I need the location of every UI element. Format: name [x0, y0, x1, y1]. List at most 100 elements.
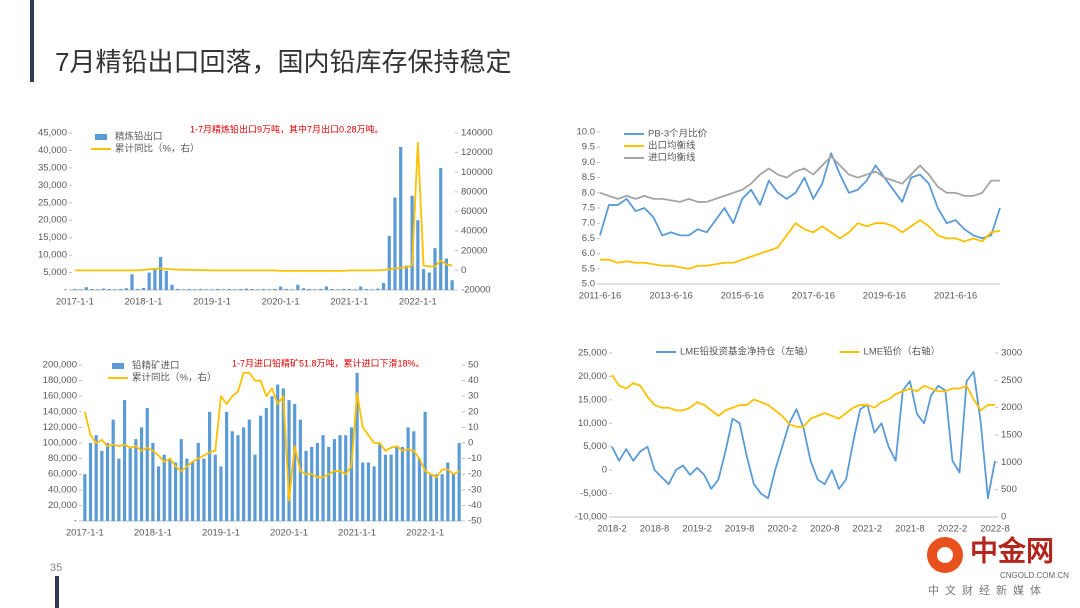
line	[599, 155, 1000, 203]
y2-tick-label: 80000	[461, 186, 487, 197]
bar	[199, 288, 203, 290]
y-tick-label: 80,000	[48, 453, 77, 464]
bar	[417, 458, 422, 521]
y2-tick-label: 0	[461, 265, 466, 276]
bar	[281, 388, 285, 521]
bar	[213, 454, 217, 521]
bar	[145, 407, 149, 521]
y-tick-label: 8.5	[582, 172, 595, 183]
x-tick-label: 2019-6-16	[863, 291, 906, 302]
y-tick-label: 20,000	[578, 371, 607, 382]
logo-url: CNGOLD.COM.CN	[1000, 571, 1069, 580]
bar	[230, 431, 234, 521]
bar	[376, 288, 380, 290]
bar	[151, 443, 155, 521]
y2-tick-label: 2000	[1001, 402, 1022, 413]
bar	[202, 458, 206, 521]
y2-tick-label: 100000	[461, 167, 493, 178]
y-tick-label: 200,000	[43, 360, 77, 371]
x-tick-label: 2021-8	[895, 524, 925, 535]
bar	[242, 427, 246, 521]
y-tick-label: 160,000	[43, 391, 77, 402]
y2-tick-label: -20000	[461, 285, 491, 296]
x-tick-label: 2022-1-1	[406, 528, 444, 539]
x-tick-label: 2020-1-1	[262, 297, 300, 308]
line	[74, 141, 453, 272]
x-tick-label: 2011-6-16	[579, 291, 622, 302]
bar	[410, 195, 414, 290]
bar	[359, 286, 363, 290]
bar	[210, 289, 214, 290]
bar	[96, 289, 100, 290]
y2-tick-label: 20000	[461, 245, 487, 256]
bar	[239, 288, 243, 290]
y2-tick-label: 40000	[461, 226, 487, 237]
bar	[176, 288, 180, 290]
bar	[393, 197, 397, 290]
y-tick-label: 25,000	[578, 348, 607, 359]
y-tick-label: 6.5	[582, 233, 595, 244]
x-tick-label: 2015-6-16	[721, 291, 764, 302]
bar	[433, 248, 437, 290]
bar	[327, 446, 331, 521]
x-tick-label: 2013-6-16	[649, 291, 692, 302]
y2-tick-label: 40	[468, 375, 479, 386]
y-tick-label: -	[74, 516, 77, 527]
bar	[450, 280, 454, 290]
y2-tick-label: 3000	[1001, 348, 1022, 359]
line	[600, 219, 1001, 270]
bar	[332, 439, 336, 521]
x-tick-label: 2021-1-1	[330, 297, 368, 308]
bar	[416, 220, 420, 290]
bar	[307, 288, 311, 290]
line	[611, 374, 995, 428]
bar	[256, 289, 260, 290]
bar	[107, 288, 111, 290]
bar	[247, 419, 251, 521]
bar	[244, 288, 248, 290]
y2-tick-label: -50	[468, 516, 482, 527]
bar	[421, 269, 426, 290]
y-tick-label: 8.0	[582, 187, 595, 198]
legend-label: 累计同比（%，右）	[115, 143, 199, 155]
y-tick-label: 100,000	[43, 438, 77, 449]
y2-tick-label: 30	[468, 391, 479, 402]
y-tick-label: 30,000	[38, 180, 67, 191]
bar	[73, 288, 77, 290]
bar	[399, 146, 403, 290]
bar	[147, 272, 151, 290]
y-tick-label: 20,000	[48, 500, 77, 511]
y-tick-label: 10.0	[577, 127, 596, 138]
x-tick-label: 2021-6-16	[934, 291, 977, 302]
bar	[315, 443, 319, 521]
bar	[387, 235, 391, 290]
bar	[412, 431, 416, 521]
bar	[395, 446, 399, 521]
bar	[389, 454, 393, 521]
bar	[193, 289, 197, 290]
bar	[336, 289, 340, 290]
x-tick-label: 2019-8	[725, 524, 755, 535]
bar	[341, 288, 346, 290]
bar	[153, 269, 157, 290]
bar	[136, 288, 140, 290]
bar	[170, 284, 174, 290]
x-tick-label: 2022-8	[980, 524, 1010, 535]
bar	[366, 462, 371, 521]
bar	[94, 435, 98, 521]
y2-tick-label: 2500	[1001, 375, 1022, 386]
bar	[88, 443, 93, 521]
bar	[444, 258, 449, 290]
bar	[293, 404, 297, 521]
y2-tick-label: 1000	[1001, 457, 1022, 468]
y-tick-label: 5,000	[43, 267, 67, 278]
bar	[378, 443, 382, 521]
bar	[181, 289, 186, 290]
y-tick-label: 40,000	[38, 145, 67, 156]
legend-label: PB-3个月比价	[648, 128, 708, 140]
y-tick-label: 6.0	[582, 248, 595, 259]
y-tick-label: 60,000	[48, 469, 77, 480]
y-tick-label: -5,000	[580, 488, 607, 499]
bar	[233, 289, 237, 290]
bar	[261, 288, 266, 290]
